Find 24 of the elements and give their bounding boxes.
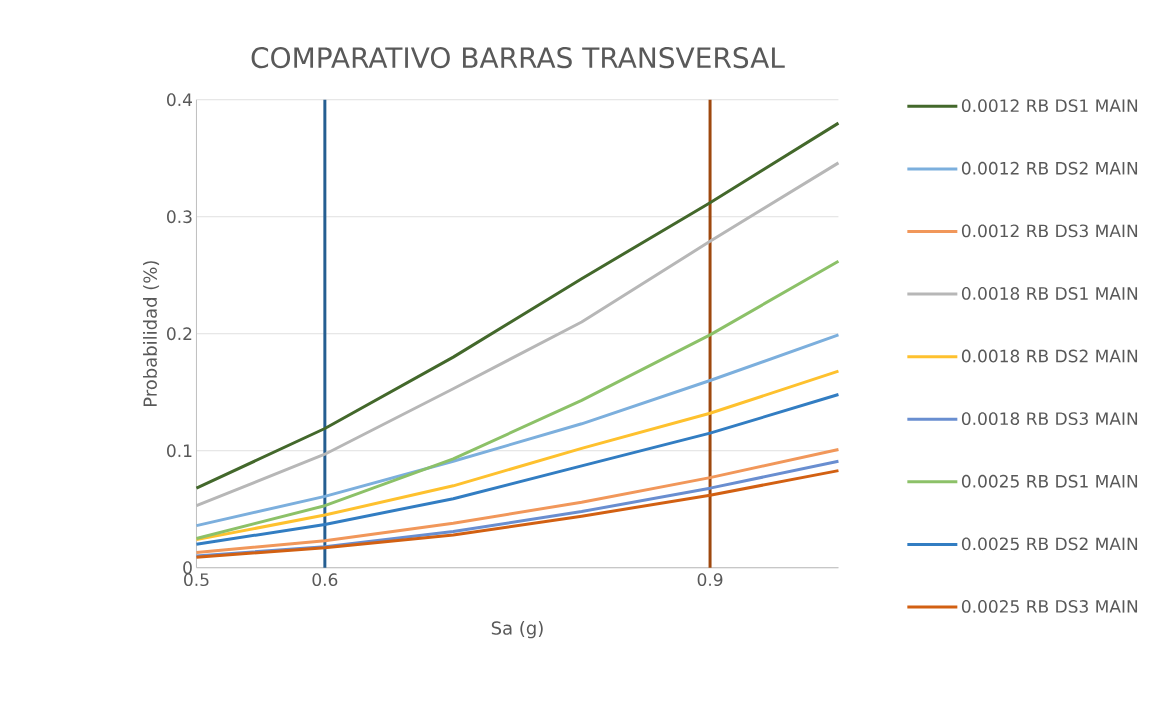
y-axis-title: Probabilidad (%) (143, 261, 160, 407)
line-series (194, 259, 840, 540)
y-tick-label: 0.3 (167, 210, 192, 224)
line-series (194, 393, 840, 546)
legend-label: 0.0025 RB DS3 MAIN (961, 599, 1138, 613)
x-tick-label: 0.6 (312, 573, 338, 587)
y-tick-label: 0.1 (167, 444, 192, 458)
legend-label: 0.0018 RB DS2 MAIN (961, 349, 1138, 363)
chart-title: COMPARATIVO BARRAS TRANSVERSAL (251, 47, 785, 69)
line-series (194, 369, 840, 542)
legend-label: 0.0012 RB DS3 MAIN (961, 224, 1138, 238)
x-tick-label: 0.9 (697, 573, 723, 587)
y-tick-label: 0.2 (167, 327, 192, 341)
legend-label: 0.0018 RB DS3 MAIN (961, 412, 1138, 426)
x-axis-title: Sa (g) (491, 620, 543, 639)
y-tick-label: 0.4 (167, 93, 192, 107)
legend-label: 0.0025 RB DS1 MAIN (961, 474, 1138, 488)
y-tick-label: 0 (183, 561, 192, 575)
legend-label: 0.0012 RB DS1 MAIN (961, 99, 1138, 113)
legend-label: 0.0025 RB DS2 MAIN (961, 537, 1138, 551)
x-tick-label: 0.5 (184, 573, 209, 587)
line-series (194, 333, 840, 528)
legend-label: 0.0018 RB DS1 MAIN (961, 287, 1138, 300)
legend-label: 0.0012 RB DS2 MAIN (961, 161, 1138, 175)
